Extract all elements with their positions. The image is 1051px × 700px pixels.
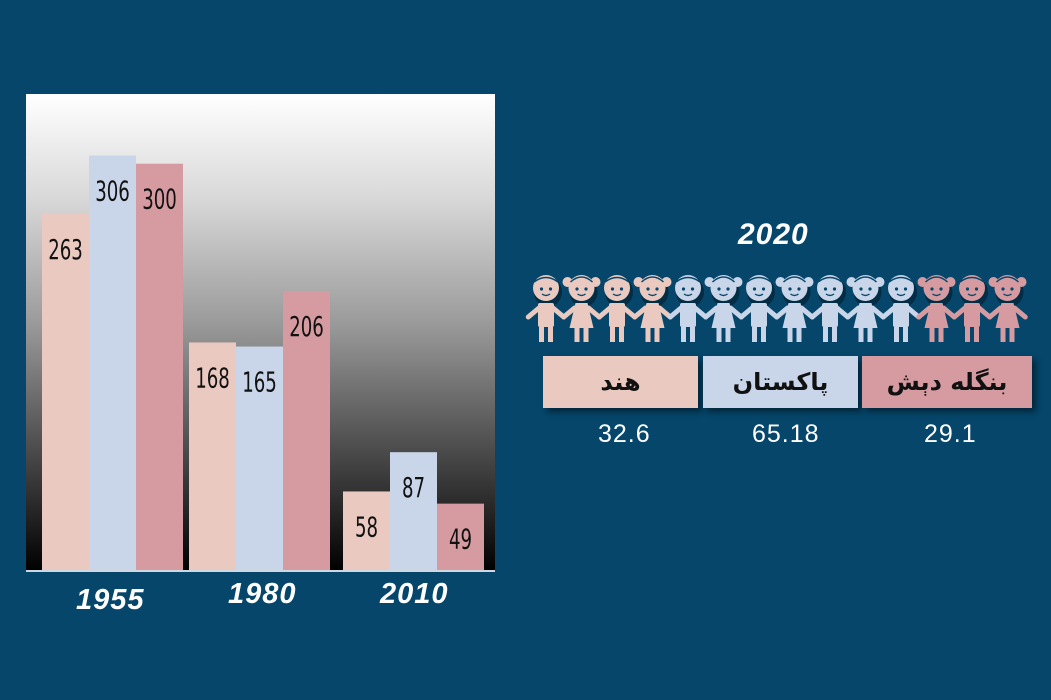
girl-figure-icon-5 xyxy=(703,275,744,342)
x-tick-label-1980: 1980 xyxy=(228,578,297,610)
x-tick-label-1955: 1955 xyxy=(76,584,145,616)
bar-value-label-bangladesh-2010: 49 xyxy=(449,522,472,555)
bar-bangladesh-2010 xyxy=(437,503,484,570)
boy-figure-icon-12 xyxy=(951,275,993,342)
legend-india: هند xyxy=(543,356,698,408)
bar-value-label-india-1955: 263 xyxy=(48,232,83,265)
legend-bangladesh-label: بنگله دېش xyxy=(886,368,1008,396)
bar-value-label-bangladesh-1955: 300 xyxy=(142,182,177,215)
boy-figure-icon-4 xyxy=(667,275,709,342)
bar-value-label-pakistan-1955: 306 xyxy=(95,174,130,207)
legend-bangladesh: بنگله دېش xyxy=(862,356,1032,408)
legend-pakistan: پاکستان xyxy=(703,356,858,408)
legend-india-label: هند xyxy=(600,368,641,396)
girl-figure-icon-7 xyxy=(774,275,815,342)
bar-bangladesh-1955 xyxy=(136,163,183,570)
value-pakistan: 65.18 xyxy=(752,420,820,448)
bar-chart: 263 306 300 168 165 206 58 87 49 xyxy=(26,155,495,572)
girl-figure-icon-1 xyxy=(561,275,602,342)
legend-pakistan-label: پاکستان xyxy=(732,368,829,396)
bar-chart-panel: 263 306 300 168 165 206 58 87 49 xyxy=(26,94,495,572)
infographic-year: 2020 xyxy=(738,218,809,251)
bar-value-label-india-2010: 58 xyxy=(355,510,378,543)
value-bangladesh: 29.1 xyxy=(924,420,977,448)
bar-bangladesh-1980 xyxy=(283,291,330,570)
girl-figure-icon-9 xyxy=(845,275,886,342)
bar-pakistan-1955 xyxy=(89,155,136,570)
bar-pakistan-2010 xyxy=(390,452,437,570)
boy-figure-icon-6 xyxy=(738,275,780,342)
bar-value-label-pakistan-2010: 87 xyxy=(402,471,425,504)
bar-pakistan-1980 xyxy=(236,346,283,570)
bar-india-2010 xyxy=(343,491,390,570)
bar-value-label-india-1980: 168 xyxy=(195,361,230,394)
children-holding-hands-icon xyxy=(525,275,1028,342)
x-tick-label-2010: 2010 xyxy=(380,578,449,610)
boy-figure-icon-8 xyxy=(809,275,851,342)
boy-figure-icon-0 xyxy=(525,275,567,342)
bar-india-1955 xyxy=(42,213,89,570)
girl-figure-icon-13 xyxy=(987,275,1028,342)
girl-figure-icon-11 xyxy=(916,275,957,342)
boy-figure-icon-2 xyxy=(596,275,638,342)
girl-figure-icon-3 xyxy=(632,275,673,342)
bar-value-label-pakistan-1980: 165 xyxy=(242,365,277,398)
boy-figure-icon-10 xyxy=(880,275,922,342)
value-india: 32.6 xyxy=(598,420,651,448)
bar-value-label-bangladesh-1980: 206 xyxy=(289,310,324,343)
bar-india-1980 xyxy=(189,342,236,570)
